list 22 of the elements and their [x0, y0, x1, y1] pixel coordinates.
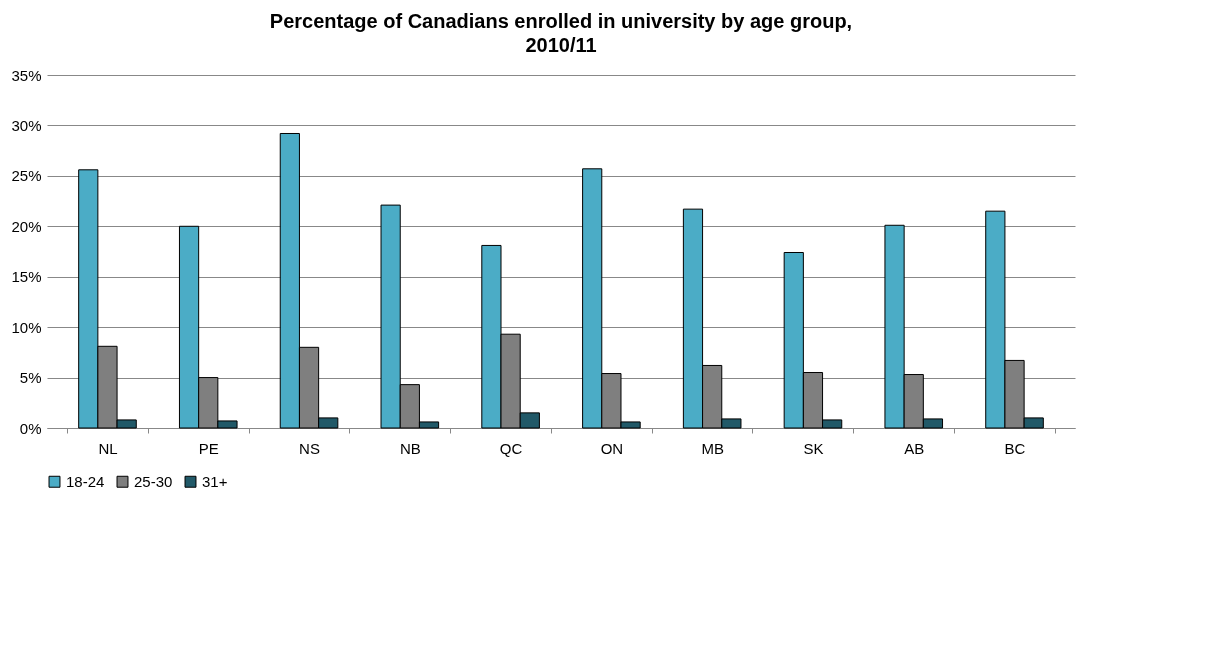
legend-label: 18-24 — [66, 472, 105, 490]
y-tick-label: 15% — [11, 268, 42, 286]
chart-title: Percentage of Canadians enrolled in university by age group, 2010/11 — [269, 10, 853, 56]
y-tick-label: 5% — [19, 369, 42, 387]
x-tick-label: PE — [198, 439, 219, 457]
x-tick-label: ON — [600, 439, 624, 457]
y-tick-label: 10% — [11, 318, 42, 336]
x-tick-label: AB — [904, 439, 925, 457]
legend-label: 31+ — [202, 472, 228, 490]
legend-label: 25-30 — [134, 472, 173, 490]
x-tick-label: NS — [299, 439, 320, 457]
x-tick-label: QC — [499, 439, 523, 457]
x-tick-label: SK — [803, 439, 824, 457]
x-tick-label: MB — [701, 439, 724, 457]
y-tick-label: 20% — [11, 217, 42, 235]
x-tick-label: NL — [98, 439, 118, 457]
x-tick-label: NB — [399, 439, 421, 457]
y-tick-label: 30% — [11, 116, 42, 134]
y-tick-label: 35% — [11, 66, 42, 84]
x-tick-label: BC — [1004, 439, 1026, 457]
y-tick-label: 25% — [11, 167, 42, 185]
y-tick-label: 0% — [19, 419, 42, 437]
